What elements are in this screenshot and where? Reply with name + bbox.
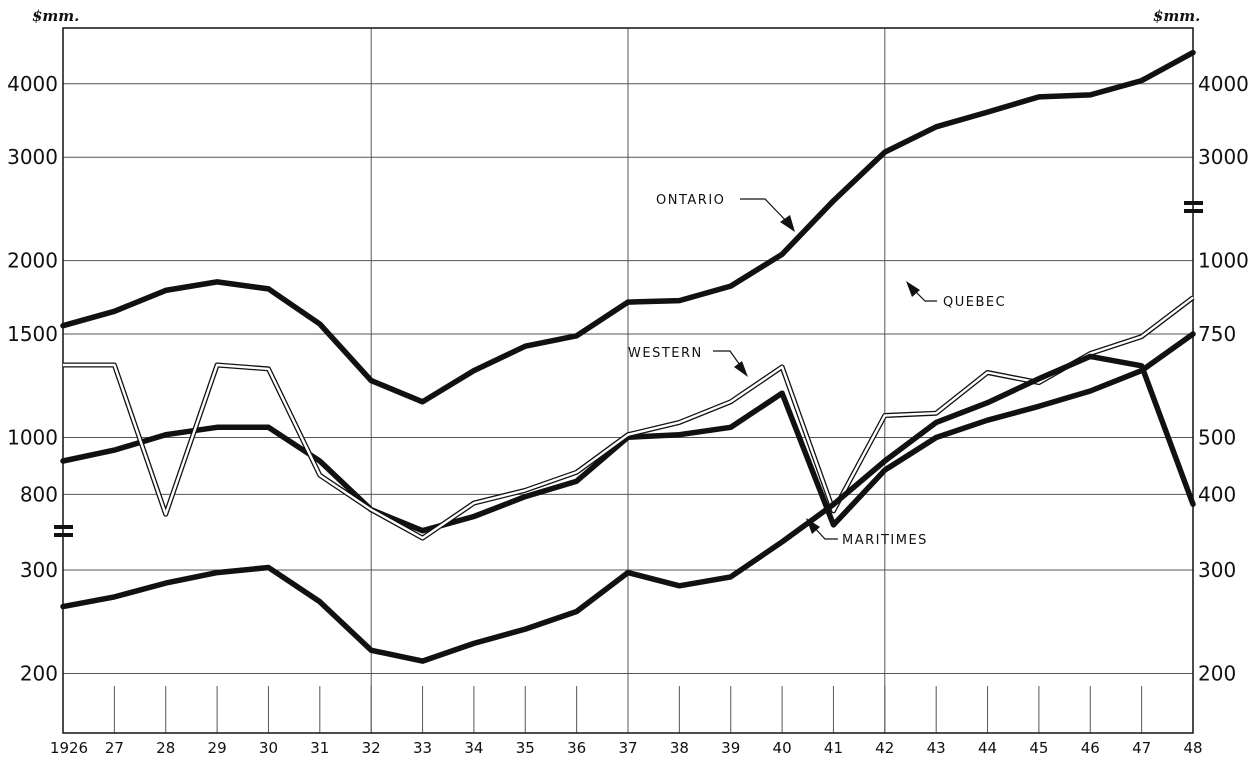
left-tick-label: 2000 bbox=[7, 249, 58, 273]
grid bbox=[62, 28, 1194, 733]
left-tick-label: 3000 bbox=[7, 145, 58, 169]
x-tick-label: 45 bbox=[1029, 739, 1048, 757]
x-tick-label: 48 bbox=[1183, 739, 1202, 757]
right-tick-label: 3000 bbox=[1198, 145, 1249, 169]
x-tick-label: 36 bbox=[567, 739, 586, 757]
x-tick-label: 41 bbox=[824, 739, 843, 757]
label-maritimes-group: MARITIMES bbox=[806, 518, 928, 548]
left-tick-label: 1500 bbox=[7, 322, 58, 346]
left-axis-break-icon bbox=[54, 525, 73, 537]
right-tick-label: 1000 bbox=[1198, 249, 1249, 273]
right-axis-break-icon bbox=[1184, 201, 1203, 213]
left-tick-label: 200 bbox=[20, 662, 58, 686]
plot-frame bbox=[62, 27, 1194, 734]
series-label-western: WESTERN bbox=[628, 346, 703, 361]
right-tick-label: 400 bbox=[1198, 482, 1236, 506]
left-tick-label: 300 bbox=[20, 558, 58, 582]
series-line-western-inner bbox=[63, 296, 1194, 540]
x-tick-label: 34 bbox=[464, 739, 483, 757]
right-axis-unit: $mm. bbox=[1153, 7, 1200, 25]
tick-labels: 4000 3000 2000 1500 1000 800 300 200 4000 3000 100… bbox=[7, 72, 1249, 757]
x-tick-label: 40 bbox=[773, 739, 792, 757]
series-lines bbox=[60, 49, 1196, 664]
series-label-maritimes: MARITIMES bbox=[842, 533, 928, 548]
x-tick-label: 27 bbox=[105, 739, 124, 757]
x-tick-label: 1926 bbox=[50, 739, 88, 757]
series-line-ontario bbox=[60, 49, 1196, 405]
x-tick-label: 44 bbox=[978, 739, 997, 757]
right-tick-label: 300 bbox=[1198, 558, 1236, 582]
right-tick-label: 4000 bbox=[1198, 72, 1249, 96]
x-tick-label: 28 bbox=[156, 739, 175, 757]
left-tick-label: 1000 bbox=[7, 426, 58, 450]
x-tick-label: 30 bbox=[259, 739, 278, 757]
label-western-group: WESTERN bbox=[628, 346, 748, 377]
right-tick-label: 500 bbox=[1198, 426, 1236, 450]
x-tick-label: 33 bbox=[413, 739, 432, 757]
x-tick-label: 43 bbox=[927, 739, 946, 757]
series-line-maritimes bbox=[60, 353, 1196, 664]
x-tick-label: 42 bbox=[875, 739, 894, 757]
label-quebec-group: QUEBEC bbox=[906, 281, 1006, 310]
x-tick-label: 38 bbox=[670, 739, 689, 757]
x-tick-label: 29 bbox=[208, 739, 227, 757]
x-tick-label: 46 bbox=[1081, 739, 1100, 757]
x-tick-label: 47 bbox=[1132, 739, 1151, 757]
left-tick-label: 800 bbox=[20, 482, 58, 506]
x-tick-label: 31 bbox=[310, 739, 329, 757]
x-tick-label: 37 bbox=[618, 739, 637, 757]
label-ontario-group: ONTARIO bbox=[656, 193, 795, 232]
series-label-quebec: QUEBEC bbox=[943, 295, 1006, 310]
left-tick-label: 4000 bbox=[7, 72, 58, 96]
x-tick-label: 35 bbox=[516, 739, 535, 757]
right-tick-label: 750 bbox=[1198, 322, 1236, 346]
series-label-ontario: ONTARIO bbox=[656, 193, 725, 208]
x-tick-label: 39 bbox=[721, 739, 740, 757]
left-axis-unit: $mm. bbox=[32, 7, 79, 25]
right-tick-label: 200 bbox=[1198, 662, 1236, 686]
x-tick-label: 32 bbox=[362, 739, 381, 757]
